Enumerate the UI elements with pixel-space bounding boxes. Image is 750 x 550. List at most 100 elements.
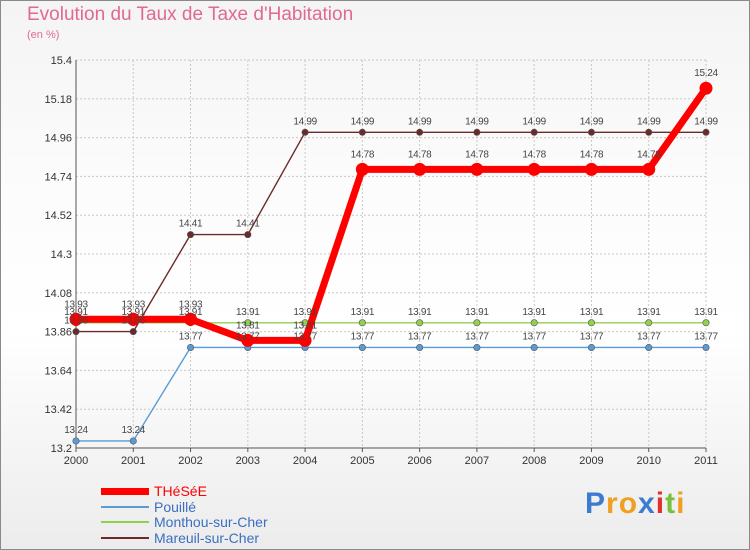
data-label-th-s-e: 14.78 — [465, 149, 489, 160]
data-point-mareuil-sur-cher — [187, 231, 195, 239]
logo-letter: x — [638, 487, 656, 520]
x-tick-label: 2007 — [465, 455, 489, 467]
legend-swatch — [101, 487, 149, 495]
data-label-th-s-e: 13.81 — [293, 320, 317, 331]
series-line-mareuil-sur-cher — [75, 131, 707, 333]
data-label-pouill-: 13.77 — [465, 331, 489, 342]
data-point-th-s-e — [413, 162, 427, 176]
y-tick-label: 15.4 — [51, 55, 72, 67]
x-tick-label: 2006 — [407, 455, 431, 467]
data-label-mareuil-sur-cher: 14.99 — [293, 116, 317, 127]
data-point-th-s-e — [527, 162, 541, 176]
data-point-mareuil-sur-cher — [587, 128, 595, 136]
legend-swatch — [101, 521, 149, 523]
data-point-pouill- — [72, 437, 80, 445]
y-tick-label: 14.3 — [51, 249, 72, 261]
data-point-mareuil-sur-cher — [645, 128, 653, 136]
data-label-th-s-e: 13.93 — [179, 299, 203, 310]
data-point-th-s-e — [584, 162, 598, 176]
logo-letter: P — [585, 487, 607, 520]
data-point-th-s-e — [298, 333, 312, 347]
data-point-pouill- — [530, 343, 538, 351]
data-point-monthou-sur-cher — [587, 319, 595, 327]
data-point-monthou-sur-cher — [702, 319, 710, 327]
data-label-th-s-e: 13.93 — [64, 299, 88, 310]
data-label-mareuil-sur-cher: 14.99 — [637, 116, 661, 127]
legend-label: Mareuil-sur-Cher — [154, 529, 260, 546]
data-label-th-s-e: 15.24 — [694, 68, 718, 79]
data-label-pouill-: 13.24 — [122, 425, 146, 436]
logo-letter: t — [665, 487, 677, 520]
legend-label: Pouillé — [154, 498, 197, 515]
data-point-th-s-e — [470, 162, 484, 176]
data-label-pouill-: 13.77 — [408, 331, 432, 342]
legend-label: THéSéE — [154, 483, 207, 499]
data-label-monthou-sur-cher: 13.91 — [580, 307, 604, 318]
data-label-monthou-sur-cher: 13.91 — [637, 307, 661, 318]
data-point-mareuil-sur-cher — [129, 328, 137, 336]
data-point-pouill- — [358, 343, 366, 351]
data-point-monthou-sur-cher — [416, 319, 424, 327]
data-label-mareuil-sur-cher: 13.86 — [122, 316, 146, 327]
data-label-monthou-sur-cher: 13.91 — [694, 307, 718, 318]
data-label-mareuil-sur-cher: 14.99 — [465, 116, 489, 127]
legend-swatch — [101, 536, 149, 539]
data-label-mareuil-sur-cher: 14.41 — [179, 219, 203, 230]
data-label-th-s-e: 14.78 — [351, 149, 375, 160]
legend-swatch — [101, 505, 149, 508]
data-label-pouill-: 13.77 — [236, 331, 260, 342]
chart-unit: (en %) — [27, 29, 60, 41]
data-label-monthou-sur-cher: 13.91 — [236, 307, 260, 318]
y-tick-label: 13.64 — [44, 365, 72, 377]
data-point-monthou-sur-cher — [358, 319, 366, 327]
chart-series — [69, 81, 713, 445]
y-tick-label: 13.86 — [44, 327, 72, 339]
x-tick-label: 2000 — [64, 455, 88, 467]
chart-axes: 13.2 13.42 13.64 13.86 14.08 14.3 14.52 14.74 14… — [44, 55, 717, 467]
data-point-mareuil-sur-cher — [416, 128, 424, 136]
data-label-th-s-e: 13.93 — [122, 299, 146, 310]
data-label-th-s-e: 14.78 — [637, 149, 661, 160]
data-point-pouill- — [129, 437, 137, 445]
data-label-monthou-sur-cher: 13.91 — [122, 307, 146, 318]
logo-letter: r — [606, 487, 619, 520]
data-point-mareuil-sur-cher — [473, 128, 481, 136]
legend-label: Monthou-sur-Cher — [154, 514, 268, 530]
data-label-monthou-sur-cher: 13.91 — [408, 307, 432, 318]
data-point-monthou-sur-cher — [530, 319, 538, 327]
data-point-pouill- — [416, 343, 424, 351]
data-label-th-s-e: 13.81 — [236, 320, 260, 331]
data-label-pouill-: 13.77 — [580, 331, 604, 342]
data-point-mareuil-sur-cher — [358, 128, 366, 136]
data-point-pouill- — [645, 343, 653, 351]
data-label-monthou-sur-cher: 13.91 — [465, 307, 489, 318]
x-tick-label: 2005 — [350, 455, 374, 467]
logo-letter: o — [618, 487, 639, 520]
y-tick-label: 14.96 — [44, 133, 72, 145]
x-tick-label: 2002 — [178, 455, 202, 467]
data-label-mareuil-sur-cher: 14.99 — [408, 116, 432, 127]
data-label-th-s-e: 14.78 — [580, 149, 604, 160]
data-point-pouill- — [702, 343, 710, 351]
data-label-monthou-sur-cher: 13.91 — [351, 307, 375, 318]
data-label-th-s-e: 14.78 — [522, 149, 546, 160]
logo-letter: i — [676, 487, 686, 520]
data-point-monthou-sur-cher — [244, 319, 252, 327]
x-tick-label: 2009 — [579, 455, 603, 467]
data-label-monthou-sur-cher: 13.91 — [522, 307, 546, 318]
data-point-th-s-e — [699, 81, 713, 95]
chart-data-labels: 13.86 13.86 14.41 14.41 14.99 14.99 14.99 14.99… — [64, 68, 719, 436]
data-label-pouill-: 13.77 — [351, 331, 375, 342]
data-label-pouill-: 13.77 — [179, 331, 203, 342]
x-tick-label: 2011 — [694, 455, 718, 467]
y-tick-label: 14.74 — [44, 171, 72, 183]
data-point-pouill- — [473, 343, 481, 351]
chart-title: Evolution du Taux de Taxe d'Habitation — [27, 4, 354, 25]
series-line-th-s-e — [72, 84, 710, 344]
data-label-mareuil-sur-cher: 14.99 — [694, 116, 718, 127]
data-label-mareuil-sur-cher: 14.99 — [522, 116, 546, 127]
x-tick-label: 2010 — [636, 455, 660, 467]
data-label-mareuil-sur-cher: 14.41 — [236, 219, 260, 230]
data-point-pouill- — [187, 343, 195, 351]
